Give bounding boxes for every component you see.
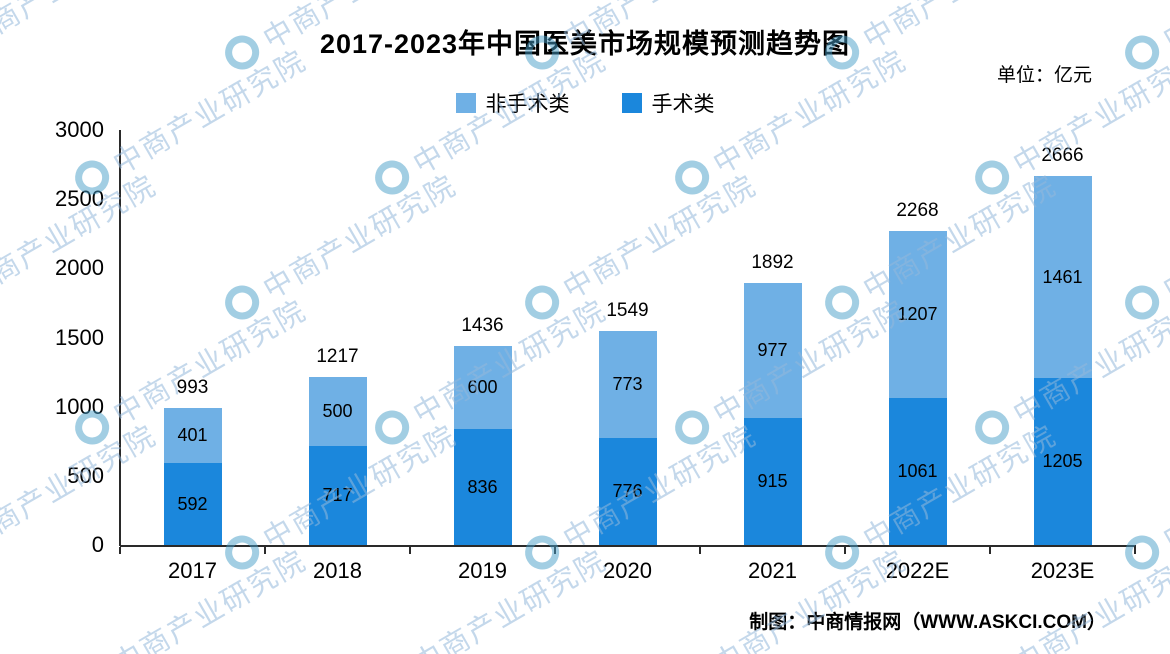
y-tick-label: 500 <box>67 462 104 488</box>
bar-segment-非手术类: 401 <box>163 407 222 464</box>
chart-title: 2017-2023年中国医美市场规模预测趋势图 <box>319 29 851 59</box>
legend-swatch <box>455 93 476 113</box>
bar-segment-非手术类: 773 <box>598 330 657 438</box>
bar-group-2017: 401 592 993 2017 <box>120 130 265 583</box>
segment-value: 776 <box>612 480 643 501</box>
x-tick-label: 2020 <box>603 558 652 583</box>
x-tick-mark <box>264 547 266 554</box>
bar-segment-手术类: 1061 <box>888 398 947 545</box>
segment-value: 1207 <box>897 304 938 325</box>
total-value: 2268 <box>896 200 939 222</box>
legend: 非手术类 手术类 <box>0 88 1170 118</box>
segment-value: 915 <box>757 471 788 492</box>
y-tick-label: 2000 <box>55 255 104 281</box>
total-value: 1892 <box>751 252 794 274</box>
x-tick-label: 2022E <box>885 558 950 583</box>
bar-segment-非手术类: 1461 <box>1033 176 1092 379</box>
credit-line: 制图：中商情报网（WWW.ASKCI.COM） <box>749 612 1106 633</box>
x-tick-label: 2021 <box>748 558 797 583</box>
stacked-bar: 1207 1061 <box>888 231 947 545</box>
segment-value: 977 <box>757 340 788 361</box>
x-tick-mark <box>554 547 556 554</box>
segment-value: 836 <box>467 476 498 497</box>
unit-label: 单位：亿元 <box>996 65 1092 86</box>
segment-value: 401 <box>177 424 208 445</box>
bar-segment-手术类: 592 <box>163 463 222 545</box>
x-tick-label: 2018 <box>313 558 362 583</box>
total-value: 1436 <box>461 315 504 337</box>
legend-item-手术类: 手术类 <box>621 88 715 118</box>
total-value: 1217 <box>316 345 359 367</box>
bar-group-2021: 977 915 1892 2021 <box>700 130 845 583</box>
y-tick-label: 1500 <box>55 324 104 350</box>
legend-label: 手术类 <box>651 93 715 116</box>
segment-value: 500 <box>322 400 353 421</box>
bar-segment-手术类: 915 <box>743 418 802 545</box>
x-tick-mark <box>989 547 991 554</box>
bar-segment-非手术类: 1207 <box>888 231 947 399</box>
x-tick-mark <box>119 547 121 554</box>
x-tick-label: 2019 <box>458 558 507 583</box>
x-tick-label: 2017 <box>168 558 217 583</box>
bar-segment-手术类: 1205 <box>1033 378 1092 545</box>
segment-value: 773 <box>612 373 643 394</box>
total-value: 993 <box>176 376 209 398</box>
bar-group-2018: 500 717 1217 2018 <box>265 130 410 583</box>
y-tick-label: 1000 <box>55 393 104 419</box>
y-axis-line <box>119 130 121 546</box>
segment-value: 717 <box>322 484 353 505</box>
legend-item-非手术类: 非手术类 <box>455 88 570 118</box>
x-tick-mark <box>1134 547 1136 554</box>
total-value: 1549 <box>606 299 649 321</box>
bar-group-2023E: 1461 1205 2666 2023E <box>990 130 1135 583</box>
x-tick-mark <box>409 547 411 554</box>
bar-segment-非手术类: 600 <box>453 346 512 430</box>
segment-value: 1061 <box>897 461 938 482</box>
stacked-bar: 773 776 <box>598 330 657 545</box>
bar-group-2019: 600 836 1436 2019 <box>410 130 555 583</box>
bar-segment-手术类: 776 <box>598 437 657 545</box>
x-tick-mark <box>699 547 701 554</box>
y-tick-label: 3000 <box>55 117 104 142</box>
stacked-bar: 600 836 <box>453 346 512 545</box>
bar-segment-手术类: 717 <box>308 445 367 545</box>
segment-value: 600 <box>467 377 498 398</box>
stacked-bar: 401 592 <box>163 407 222 545</box>
x-tick-mark <box>844 547 846 554</box>
stacked-bar: 977 915 <box>743 283 802 545</box>
x-tick-label: 2023E <box>1030 558 1095 583</box>
bar-segment-非手术类: 977 <box>743 283 802 419</box>
bar-group-2022E: 1207 1061 2268 2022E <box>845 130 990 583</box>
bar-group-2020: 773 776 1549 2020 <box>555 130 700 583</box>
y-tick-label: 0 <box>91 532 104 557</box>
legend-swatch <box>621 93 642 113</box>
x-axis-line <box>120 545 1136 547</box>
legend-label: 非手术类 <box>485 93 570 116</box>
total-value: 2666 <box>1041 145 1084 167</box>
segment-value: 1461 <box>1042 266 1083 287</box>
segment-value: 592 <box>177 493 208 514</box>
y-tick-label: 2500 <box>55 186 104 212</box>
segment-value: 1205 <box>1042 451 1083 472</box>
stacked-bar: 1461 1205 <box>1033 176 1092 545</box>
bar-segment-非手术类: 500 <box>308 376 367 446</box>
bar-segment-手术类: 836 <box>453 429 512 545</box>
stacked-bar: 500 717 <box>308 376 367 545</box>
plot-area: 401 592 993 2017 500 717 1217 2018 600 836 1436 201… <box>120 130 1135 583</box>
